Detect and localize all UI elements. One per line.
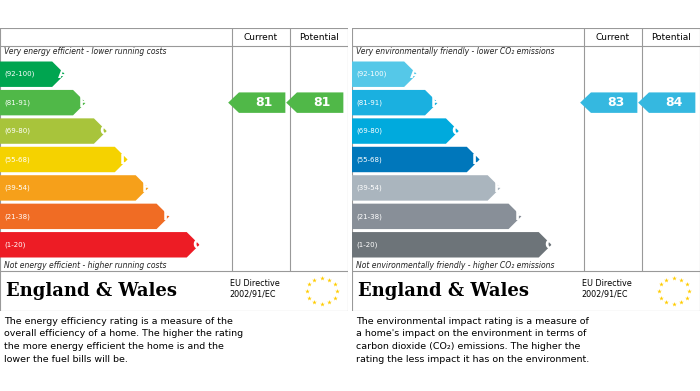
Text: (21-38): (21-38) bbox=[356, 213, 382, 220]
Text: G: G bbox=[192, 238, 203, 252]
Text: A: A bbox=[410, 67, 421, 81]
Polygon shape bbox=[0, 118, 106, 144]
Text: (69-80): (69-80) bbox=[4, 128, 30, 135]
Text: 84: 84 bbox=[665, 96, 682, 109]
Text: Not energy efficient - higher running costs: Not energy efficient - higher running co… bbox=[4, 260, 167, 269]
Polygon shape bbox=[352, 61, 417, 87]
Polygon shape bbox=[352, 204, 522, 229]
Text: (69-80): (69-80) bbox=[356, 128, 382, 135]
Text: Very energy efficient - lower running costs: Very energy efficient - lower running co… bbox=[4, 47, 167, 56]
Polygon shape bbox=[352, 90, 438, 115]
Polygon shape bbox=[0, 204, 169, 229]
Polygon shape bbox=[0, 90, 86, 115]
Text: (21-38): (21-38) bbox=[4, 213, 30, 220]
Text: E: E bbox=[494, 181, 503, 195]
Text: The environmental impact rating is a measure of
a home's impact on the environme: The environmental impact rating is a mea… bbox=[356, 317, 589, 364]
Text: Current: Current bbox=[596, 32, 630, 41]
Text: (92-100): (92-100) bbox=[356, 71, 386, 77]
Polygon shape bbox=[638, 92, 695, 113]
Text: England & Wales: England & Wales bbox=[6, 282, 177, 300]
Polygon shape bbox=[228, 92, 286, 113]
Text: EU Directive
2002/91/EC: EU Directive 2002/91/EC bbox=[582, 279, 631, 299]
Text: (55-68): (55-68) bbox=[4, 156, 29, 163]
Polygon shape bbox=[286, 92, 344, 113]
Text: Potential: Potential bbox=[651, 32, 691, 41]
Text: F: F bbox=[162, 209, 172, 223]
Polygon shape bbox=[0, 232, 199, 258]
Text: 81: 81 bbox=[313, 96, 330, 109]
Polygon shape bbox=[352, 175, 500, 201]
Text: G: G bbox=[544, 238, 555, 252]
Text: E: E bbox=[142, 181, 151, 195]
Polygon shape bbox=[580, 92, 638, 113]
Text: (81-91): (81-91) bbox=[356, 99, 382, 106]
Polygon shape bbox=[0, 61, 65, 87]
Text: England & Wales: England & Wales bbox=[358, 282, 529, 300]
Text: C: C bbox=[452, 124, 462, 138]
Text: B: B bbox=[430, 96, 441, 109]
Text: (81-91): (81-91) bbox=[4, 99, 30, 106]
Text: F: F bbox=[514, 209, 524, 223]
Text: D: D bbox=[472, 152, 484, 167]
Text: C: C bbox=[99, 124, 110, 138]
Polygon shape bbox=[352, 147, 480, 172]
Text: B: B bbox=[78, 96, 89, 109]
Text: Not environmentally friendly - higher CO₂ emissions: Not environmentally friendly - higher CO… bbox=[356, 260, 554, 269]
Text: EU Directive
2002/91/EC: EU Directive 2002/91/EC bbox=[230, 279, 279, 299]
Text: Energy Efficiency Rating: Energy Efficiency Rating bbox=[6, 7, 169, 20]
Text: The energy efficiency rating is a measure of the
overall efficiency of a home. T: The energy efficiency rating is a measur… bbox=[4, 317, 243, 364]
Polygon shape bbox=[0, 175, 148, 201]
Text: A: A bbox=[57, 67, 69, 81]
Text: Environmental Impact (CO₂) Rating: Environmental Impact (CO₂) Rating bbox=[358, 7, 590, 20]
Text: Very environmentally friendly - lower CO₂ emissions: Very environmentally friendly - lower CO… bbox=[356, 47, 554, 56]
Polygon shape bbox=[352, 232, 552, 258]
Polygon shape bbox=[352, 118, 459, 144]
Text: (39-54): (39-54) bbox=[4, 185, 29, 191]
Text: Current: Current bbox=[244, 32, 278, 41]
Text: Potential: Potential bbox=[299, 32, 339, 41]
Text: (39-54): (39-54) bbox=[356, 185, 382, 191]
Text: 81: 81 bbox=[256, 96, 272, 109]
Text: 83: 83 bbox=[608, 96, 624, 109]
Polygon shape bbox=[0, 147, 127, 172]
Text: (1-20): (1-20) bbox=[356, 242, 377, 248]
Text: D: D bbox=[120, 152, 132, 167]
Text: (1-20): (1-20) bbox=[4, 242, 25, 248]
Text: (92-100): (92-100) bbox=[4, 71, 34, 77]
Text: (55-68): (55-68) bbox=[356, 156, 382, 163]
